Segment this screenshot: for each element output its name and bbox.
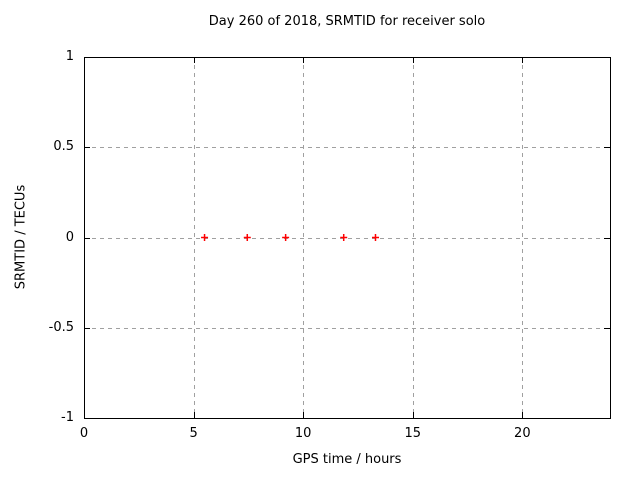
x-tick-label: 20	[514, 426, 531, 441]
x-tick-label: 0	[79, 426, 89, 441]
chart-title: Day 260 of 2018, SRMTID for receiver sol…	[208, 14, 486, 29]
data-point-marker	[340, 234, 348, 241]
data-point-marker	[371, 234, 379, 241]
data-point-marker	[282, 234, 290, 241]
x-tick-label: 10	[294, 426, 312, 441]
y-tick-label: 1	[65, 49, 74, 64]
x-tick-label: 5	[189, 426, 198, 441]
y-tick-label: -0.5	[48, 319, 74, 335]
y-tick-label: 0	[65, 229, 74, 245]
data-point-marker	[201, 234, 209, 241]
x-axis-label: GPS time / hours	[292, 452, 402, 467]
y-tick-label: -1	[61, 410, 74, 425]
plot-border	[84, 57, 611, 419]
data-point-marker	[243, 234, 251, 241]
y-tick-label: 0.5	[53, 139, 74, 155]
x-tick-label: 15	[404, 426, 422, 441]
